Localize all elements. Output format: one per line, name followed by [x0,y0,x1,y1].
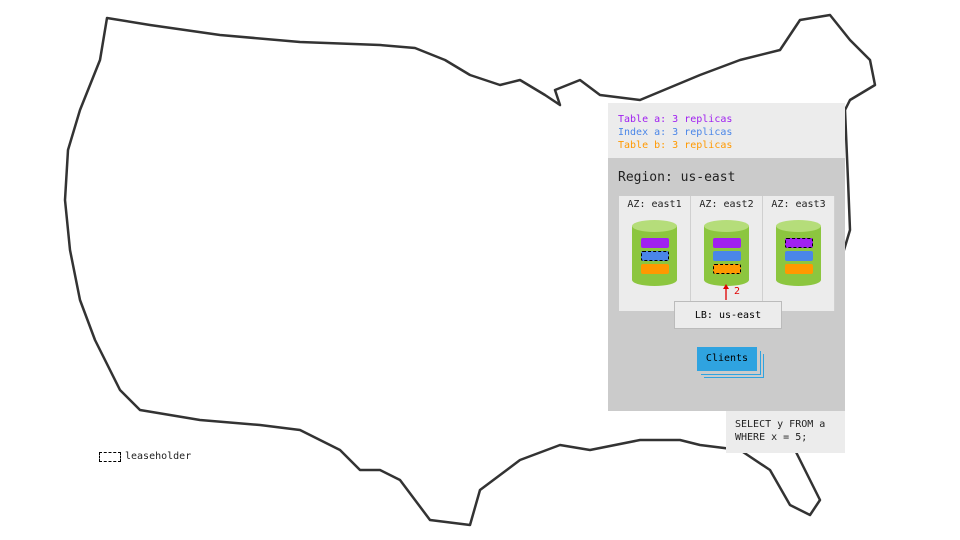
dashed-box-icon [99,451,121,462]
index-a-replica [785,251,813,261]
load-balancer: LB: us-east [674,301,782,329]
table-b-replica-leaseholder [713,264,741,274]
index-a-replica-leaseholder [641,251,669,261]
table-b-replicas: Table b: 3 replicas [618,140,733,151]
table-a-replica [641,238,669,248]
az-1: AZ: east1 [619,196,691,311]
table-b-replica [641,264,669,274]
az-2: AZ: east2 [691,196,763,311]
database-node [704,220,749,286]
request-arrow-icon [723,284,729,300]
replica-legend: Table a: 3 replicas Index a: 3 replicas … [608,103,845,163]
database-node [632,220,677,286]
az-3: AZ: east3 [763,196,835,311]
az-label: AZ: east1 [627,199,682,210]
sql-query: SELECT y FROM a WHERE x = 5; [726,411,845,453]
clients-box: Clients [697,347,757,371]
leaseholder-legend: leaseholder [99,451,191,462]
table-b-replica [785,264,813,274]
az-label: AZ: east3 [771,199,826,210]
table-a-replicas: Table a: 3 replicas [618,114,733,125]
table-a-replica-leaseholder [785,238,813,248]
arrow-label: 2 [734,286,741,297]
leaseholder-legend-label: leaseholder [125,451,192,462]
index-a-replica [713,251,741,261]
query-line-1: SELECT y FROM a [735,419,826,430]
index-a-replicas: Index a: 3 replicas [618,127,733,138]
database-node [776,220,821,286]
region-title: Region: us-east [618,170,736,185]
table-a-replica [713,238,741,248]
region-us-east: Region: us-east AZ: east1 AZ: east2 AZ: … [608,158,845,411]
query-line-2: WHERE x = 5; [735,432,808,443]
az-label: AZ: east2 [699,199,754,210]
